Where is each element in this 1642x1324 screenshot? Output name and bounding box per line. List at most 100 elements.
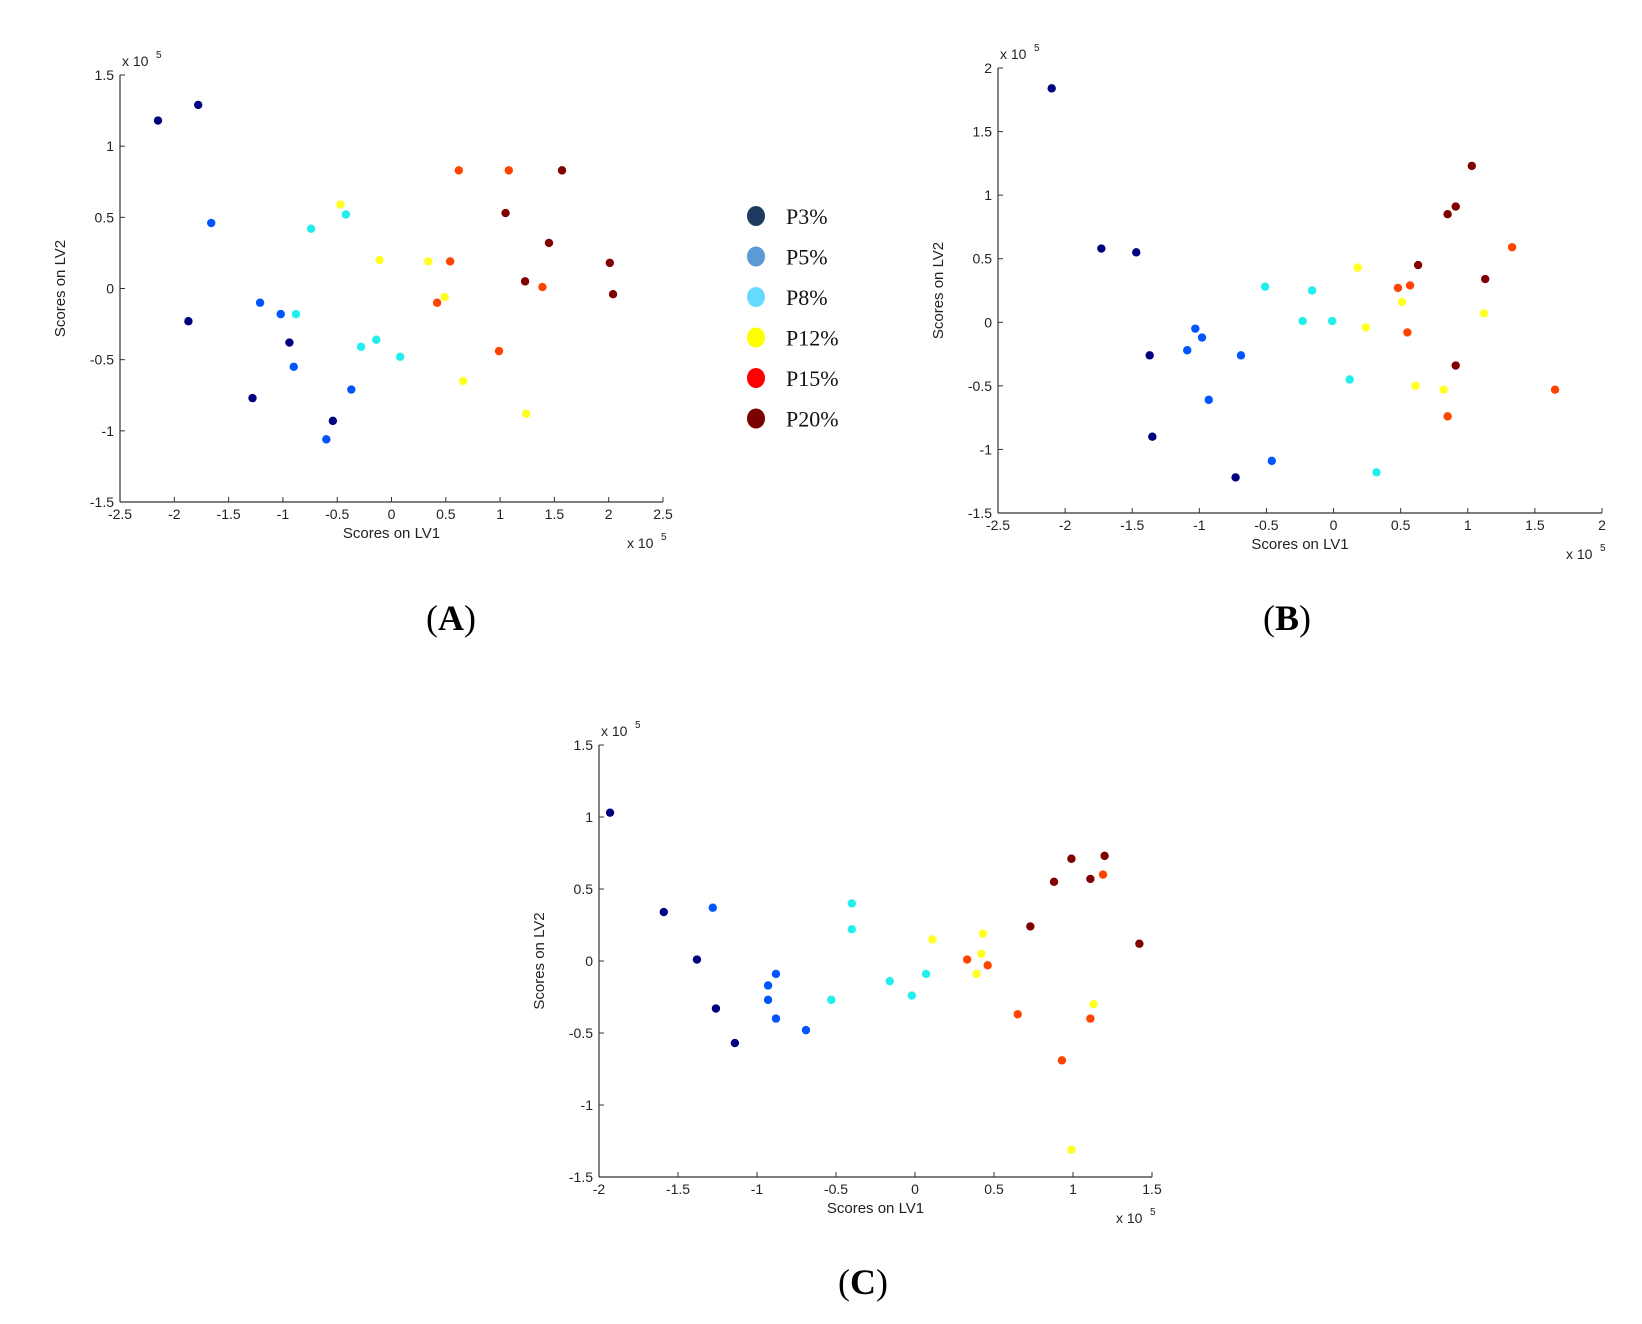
data-point <box>1236 351 1246 360</box>
data-point <box>255 298 265 307</box>
data-point <box>692 955 702 964</box>
x-tick-label: 2 <box>605 506 613 522</box>
series-p5pct <box>207 218 356 444</box>
data-point <box>1479 309 1489 318</box>
data-point <box>1467 161 1477 171</box>
data-point <box>347 385 356 394</box>
y-multiplier: x 10 <box>122 53 149 69</box>
legend-label: P5% <box>786 245 828 270</box>
x-tick-label: 0 <box>911 1181 919 1197</box>
data-point <box>276 309 285 319</box>
y-tick-label: 1.5 <box>95 67 115 83</box>
data-point <box>1047 84 1056 93</box>
data-point <box>1345 375 1354 384</box>
x-tick-label: -0.5 <box>1254 517 1278 533</box>
data-point <box>928 935 937 944</box>
y-tick-label: 0.5 <box>574 881 594 897</box>
data-point <box>827 995 836 1005</box>
data-point <box>730 1038 740 1048</box>
data-point <box>907 991 917 1000</box>
data-point <box>432 298 442 307</box>
legend-label: P15% <box>786 366 839 391</box>
data-point <box>341 210 351 219</box>
x-multiplier: x 10 <box>1116 1210 1143 1226</box>
data-point <box>763 981 773 990</box>
data-point <box>291 309 301 319</box>
data-point <box>1067 1145 1076 1154</box>
series-p8pct <box>291 210 405 362</box>
panels-layer: -2.5 -2 -1.5 -1 -0.5 0 0.5 1 1.5 2 2.5-1.5-1-0.500… <box>52 43 1606 1302</box>
data-point <box>608 289 618 299</box>
data-point <box>494 346 504 356</box>
x-tick-label: -2 <box>593 1181 606 1197</box>
data-point <box>153 116 163 125</box>
data-point <box>1067 854 1076 863</box>
data-point <box>1086 1014 1095 1023</box>
panel-label-a: (A) <box>426 598 476 638</box>
y-multiplier-exponent: 5 <box>1034 43 1040 54</box>
data-point <box>1267 456 1277 466</box>
y-tick-label: -0.5 <box>968 378 992 394</box>
data-point <box>847 925 856 934</box>
data-point <box>771 969 781 979</box>
x-tick-label: -2.5 <box>108 506 132 522</box>
legend-label: P12% <box>786 326 839 351</box>
y-tick-label: -1 <box>980 441 993 457</box>
legend-marker <box>747 327 765 348</box>
series-p15pct <box>432 166 547 356</box>
data-point <box>1026 922 1035 931</box>
data-point <box>1405 281 1415 290</box>
x-tick-label: -2 <box>1059 517 1072 533</box>
data-point <box>1550 385 1560 394</box>
x-tick-label: 1 <box>1069 1181 1077 1197</box>
data-point <box>1204 395 1213 405</box>
data-point <box>1411 381 1420 391</box>
data-point <box>1451 361 1460 370</box>
data-point <box>1413 260 1423 270</box>
y-multiplier: x 10 <box>1000 46 1027 62</box>
y-tick-label: 0 <box>984 314 992 330</box>
data-point <box>557 166 567 175</box>
chart-panel-a: -2.5 -2 -1.5 -1 -0.5 0 0.5 1 1.5 2 2.5 -1.5 -1 -0.5 0 0… <box>52 50 673 638</box>
data-point <box>1098 870 1108 879</box>
data-point <box>1397 297 1407 307</box>
data-point <box>501 208 510 218</box>
x-tick-label: -1.5 <box>217 506 241 522</box>
data-point <box>395 352 405 362</box>
data-point <box>847 899 856 908</box>
y-tick-label: -0.5 <box>569 1025 593 1041</box>
data-point <box>322 435 331 444</box>
x-tick-label: 2 <box>1598 517 1606 533</box>
series-p8pct <box>827 899 931 1005</box>
legend-label: P20% <box>786 407 839 432</box>
data-point <box>372 335 381 344</box>
series-p20pct <box>1413 161 1490 370</box>
legend-entry: P5% <box>747 245 828 270</box>
x-multiplier: x 10 <box>627 535 654 551</box>
data-point <box>544 238 554 248</box>
y-tick-label: 0 <box>106 281 114 297</box>
data-point <box>504 166 513 175</box>
x-axis-title: Scores on LV1 <box>1251 536 1348 553</box>
data-point <box>285 338 294 347</box>
series-p3pct <box>1047 84 1240 482</box>
y-tick-label: 0.5 <box>973 251 993 267</box>
series-p20pct <box>1026 851 1144 948</box>
legend-marker <box>747 206 765 226</box>
data-point <box>1393 283 1403 293</box>
x-tick-label: 1 <box>1464 517 1472 533</box>
data-point <box>771 1014 781 1023</box>
data-point <box>1191 324 1200 333</box>
y-tick-label: 1 <box>984 187 992 203</box>
x-tick-label: -2 <box>168 506 181 522</box>
data-point <box>1403 328 1412 337</box>
y-tick-label: -1.5 <box>968 505 992 521</box>
y-tick-label: 1 <box>585 809 593 825</box>
data-point <box>1443 412 1452 421</box>
data-point <box>1100 851 1109 861</box>
y-tick-label: -1.5 <box>90 494 114 510</box>
x-tick-label: 1.5 <box>1525 517 1545 533</box>
data-point <box>605 808 615 817</box>
data-point <box>289 362 298 371</box>
y-tick-label: 2 <box>984 60 992 76</box>
